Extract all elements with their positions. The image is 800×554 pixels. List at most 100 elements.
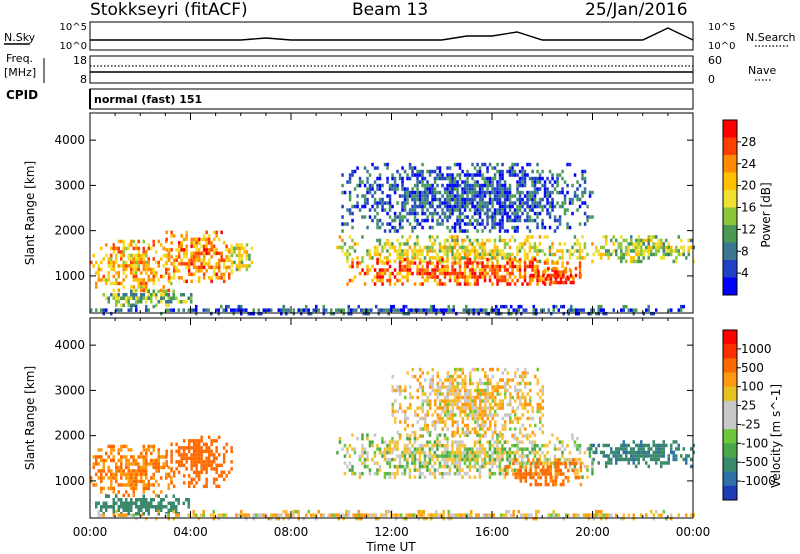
data-cell bbox=[456, 183, 459, 188]
data-cell bbox=[413, 282, 417, 286]
data-cell bbox=[351, 245, 354, 250]
data-cell bbox=[513, 169, 517, 174]
data-cell bbox=[481, 256, 484, 260]
data-cell bbox=[346, 282, 349, 286]
data-cell bbox=[443, 433, 447, 437]
data-cell bbox=[456, 162, 459, 167]
data-cell bbox=[468, 238, 472, 243]
data-cell bbox=[342, 308, 345, 312]
data-cell bbox=[197, 470, 201, 475]
data-cell bbox=[448, 245, 452, 250]
data-cell bbox=[630, 238, 633, 243]
data-cell bbox=[381, 245, 384, 250]
data-cell bbox=[403, 454, 407, 458]
nsky-label: N.Sky bbox=[4, 31, 36, 44]
data-cell bbox=[488, 275, 492, 279]
data-cell bbox=[597, 308, 600, 312]
data-cell bbox=[561, 252, 564, 257]
data-cell bbox=[140, 300, 143, 304]
data-cell bbox=[464, 385, 467, 389]
data-cell bbox=[200, 446, 203, 450]
data-cell bbox=[185, 467, 188, 471]
data-cell bbox=[553, 229, 557, 233]
data-cell bbox=[127, 493, 130, 498]
data-cell bbox=[483, 176, 487, 181]
data-cell bbox=[376, 218, 379, 223]
data-cell bbox=[519, 416, 522, 421]
data-cell bbox=[489, 381, 492, 386]
data-cell bbox=[531, 268, 534, 272]
data-cell bbox=[205, 244, 208, 249]
data-cell bbox=[605, 238, 608, 243]
data-cell bbox=[418, 180, 422, 184]
data-cell bbox=[336, 450, 339, 455]
data-cell bbox=[386, 461, 389, 465]
data-cell bbox=[330, 513, 333, 517]
data-cell bbox=[586, 218, 589, 223]
data-cell bbox=[410, 513, 413, 517]
data-cell bbox=[127, 303, 130, 307]
data-cell bbox=[446, 454, 449, 458]
data-cell bbox=[406, 461, 409, 465]
data-cell bbox=[632, 245, 635, 250]
data-cell bbox=[549, 475, 553, 480]
data-cell bbox=[160, 243, 163, 247]
data-cell bbox=[612, 242, 615, 246]
data-cell bbox=[508, 252, 512, 257]
data-cell bbox=[458, 245, 462, 250]
data-cell bbox=[388, 275, 392, 279]
data-cell bbox=[534, 479, 538, 483]
data-cell bbox=[536, 225, 539, 230]
data-cell bbox=[456, 402, 459, 407]
data-cell bbox=[257, 311, 260, 316]
data-cell bbox=[630, 447, 633, 451]
data-cell bbox=[225, 255, 228, 259]
data-cell bbox=[408, 194, 412, 198]
data-cell bbox=[476, 169, 479, 174]
data-cell bbox=[556, 447, 559, 451]
data-cell bbox=[418, 201, 422, 205]
data-cell bbox=[478, 242, 482, 246]
data-cell bbox=[588, 443, 592, 448]
data-cell bbox=[685, 256, 688, 260]
data-cell bbox=[436, 447, 439, 451]
data-cell bbox=[207, 463, 211, 468]
data-cell bbox=[471, 402, 474, 407]
data-cell bbox=[461, 218, 464, 223]
data-cell bbox=[393, 471, 397, 476]
data-cell bbox=[393, 475, 397, 479]
data-cell bbox=[492, 308, 495, 312]
data-cell bbox=[115, 472, 118, 477]
data-cell bbox=[90, 479, 93, 484]
data-cell bbox=[120, 239, 123, 244]
data-cell bbox=[553, 204, 557, 209]
data-cell bbox=[491, 256, 494, 260]
data-cell bbox=[207, 453, 211, 457]
data-cell bbox=[120, 253, 123, 258]
data-cell bbox=[421, 399, 424, 403]
data-cell bbox=[516, 197, 519, 202]
data-cell bbox=[543, 271, 547, 276]
data-cell bbox=[404, 385, 407, 389]
data-cell bbox=[537, 509, 540, 514]
data-cell bbox=[147, 444, 150, 449]
data-cell bbox=[578, 249, 582, 253]
data-cell bbox=[456, 471, 459, 476]
data-cell bbox=[401, 180, 404, 184]
data-cell bbox=[506, 278, 509, 283]
data-cell bbox=[491, 252, 494, 257]
data-cell bbox=[195, 311, 198, 316]
data-cell bbox=[491, 392, 494, 396]
data-cell bbox=[424, 392, 427, 396]
data-cell bbox=[591, 215, 594, 219]
data-cell bbox=[122, 260, 125, 265]
data-cell bbox=[483, 180, 487, 184]
data-cell bbox=[401, 201, 404, 205]
data-cell bbox=[546, 208, 549, 212]
data-cell bbox=[358, 475, 362, 479]
data-cell bbox=[622, 513, 625, 517]
data-cell bbox=[147, 508, 150, 512]
data-cell bbox=[446, 176, 449, 181]
data-cell bbox=[175, 449, 178, 454]
data-cell bbox=[478, 268, 482, 272]
